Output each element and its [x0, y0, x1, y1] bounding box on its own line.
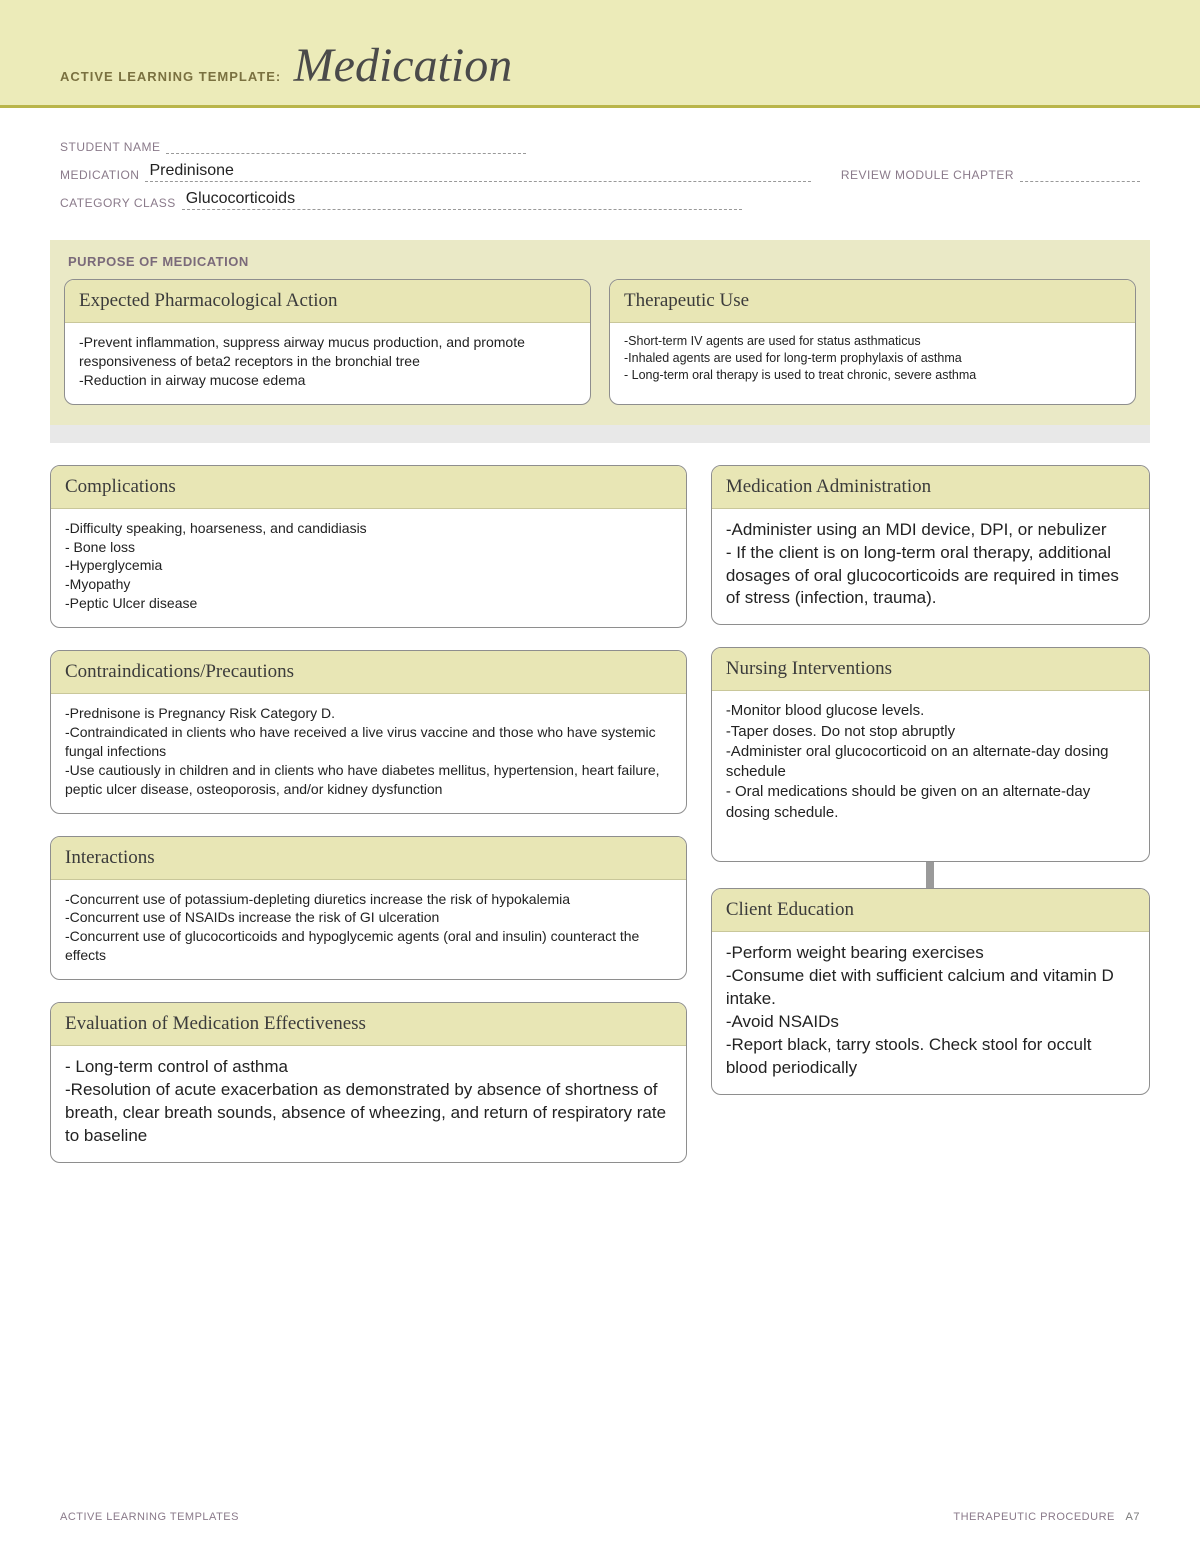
connector-line	[926, 862, 934, 888]
meta-row-student: STUDENT NAME	[60, 136, 1140, 154]
purpose-row: Expected Pharmacological Action -Prevent…	[64, 279, 1136, 405]
card-complications: Complications -Difficulty speaking, hoar…	[50, 465, 687, 628]
footer-right: THERAPEUTIC PROCEDURE A7	[953, 1511, 1140, 1523]
card-medication-administration: Medication Administration -Administer us…	[711, 465, 1150, 626]
student-name-field[interactable]	[166, 136, 526, 154]
purpose-block: PURPOSE OF MEDICATION Expected Pharmacol…	[50, 240, 1150, 425]
footer-right-label: THERAPEUTIC PROCEDURE	[953, 1511, 1114, 1523]
card-body: -Prednisone is Pregnancy Risk Category D…	[51, 694, 686, 812]
review-field[interactable]	[1020, 164, 1140, 182]
header-title: Medication	[294, 38, 513, 93]
card-body: -Concurrent use of potassium-depleting d…	[51, 880, 686, 980]
category-label: CATEGORY CLASS	[60, 196, 176, 210]
meta-row-medication: MEDICATION Predinisone REVIEW MODULE CHA…	[60, 164, 1140, 182]
card-therapeutic-use: Therapeutic Use -Short-term IV agents ar…	[609, 279, 1136, 405]
card-nursing-interventions: Nursing Interventions -Monitor blood glu…	[711, 647, 1150, 862]
student-name-label: STUDENT NAME	[60, 140, 160, 154]
header-prefix: ACTIVE LEARNING TEMPLATE:	[60, 69, 281, 84]
card-interactions: Interactions -Concurrent use of potassiu…	[50, 836, 687, 981]
page: ACTIVE LEARNING TEMPLATE: Medication STU…	[0, 0, 1200, 1553]
category-value: Glucocorticoids	[186, 190, 295, 208]
card-client-education: Client Education -Perform weight bearing…	[711, 888, 1150, 1095]
card-head: Client Education	[712, 889, 1149, 932]
card-head: Therapeutic Use	[610, 280, 1135, 323]
category-field[interactable]: Glucocorticoids	[182, 192, 742, 210]
meta-row-category: CATEGORY CLASS Glucocorticoids	[60, 192, 1140, 210]
medication-label: MEDICATION	[60, 168, 139, 182]
card-head: Contraindications/Precautions	[51, 651, 686, 694]
card-body: -Short-term IV agents are used for statu…	[610, 323, 1135, 398]
card-head: Evaluation of Medication Effectiveness	[51, 1003, 686, 1046]
meta-block: STUDENT NAME MEDICATION Predinisone REVI…	[0, 108, 1200, 240]
purpose-section-title: PURPOSE OF MEDICATION	[68, 254, 1136, 269]
columns: Complications -Difficulty speaking, hoar…	[0, 443, 1200, 1163]
review-label: REVIEW MODULE CHAPTER	[841, 168, 1014, 182]
card-body: -Perform weight bearing exercises -Consu…	[712, 932, 1149, 1094]
spacer	[711, 625, 1150, 647]
card-head: Complications	[51, 466, 686, 509]
card-evaluation: Evaluation of Medication Effectiveness -…	[50, 1002, 687, 1163]
medication-field[interactable]: Predinisone	[145, 164, 810, 182]
footer: ACTIVE LEARNING TEMPLATES THERAPEUTIC PR…	[60, 1511, 1140, 1523]
gray-strip	[50, 425, 1150, 443]
card-pharm-action: Expected Pharmacological Action -Prevent…	[64, 279, 591, 405]
column-right: Medication Administration -Administer us…	[711, 465, 1150, 1163]
footer-page: A7	[1126, 1511, 1140, 1523]
card-body: -Administer using an MDI device, DPI, or…	[712, 509, 1149, 625]
header-band: ACTIVE LEARNING TEMPLATE: Medication	[0, 0, 1200, 108]
review-wrap: REVIEW MODULE CHAPTER	[841, 164, 1140, 182]
column-left: Complications -Difficulty speaking, hoar…	[50, 465, 687, 1163]
card-body: -Prevent inflammation, suppress airway m…	[65, 323, 590, 404]
card-head: Expected Pharmacological Action	[65, 280, 590, 323]
card-head: Medication Administration	[712, 466, 1149, 509]
card-body: -Difficulty speaking, hoarseness, and ca…	[51, 509, 686, 627]
medication-value: Predinisone	[149, 162, 234, 180]
card-head: Interactions	[51, 837, 686, 880]
card-contraindications: Contraindications/Precautions -Prednison…	[50, 650, 687, 813]
footer-left: ACTIVE LEARNING TEMPLATES	[60, 1511, 239, 1523]
card-head: Nursing Interventions	[712, 648, 1149, 691]
card-body: -Monitor blood glucose levels. -Taper do…	[712, 691, 1149, 861]
card-body: - Long-term control of asthma -Resolutio…	[51, 1046, 686, 1162]
